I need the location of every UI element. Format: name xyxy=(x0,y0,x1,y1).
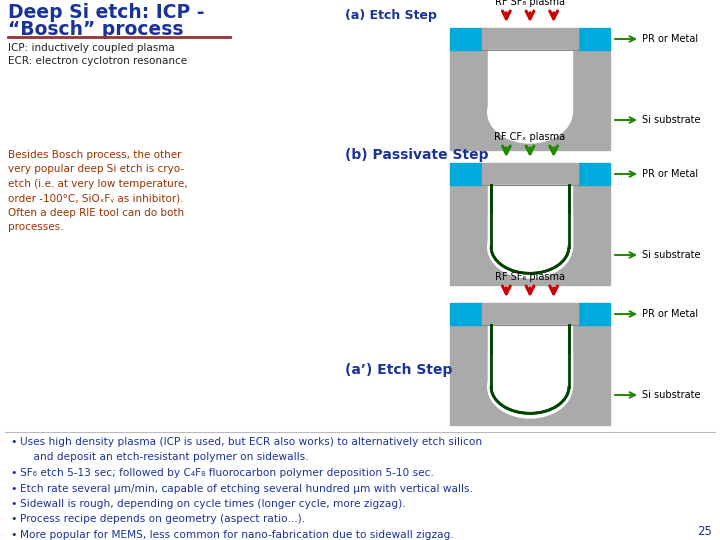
Text: 25: 25 xyxy=(697,525,712,538)
Bar xyxy=(487,214,572,247)
Text: RF SF₆ plasma: RF SF₆ plasma xyxy=(495,272,565,282)
Bar xyxy=(578,163,610,185)
Text: (a) Etch Step: (a) Etch Step xyxy=(345,9,437,22)
Text: •: • xyxy=(10,530,17,540)
Bar xyxy=(482,163,578,185)
Text: ECR: electron cyclotron resonance: ECR: electron cyclotron resonance xyxy=(8,56,187,66)
Text: Si substrate: Si substrate xyxy=(642,390,701,400)
Text: PR or Metal: PR or Metal xyxy=(642,169,698,179)
Text: Uses high density plasma (ICP is used, but ECR also works) to alternatively etch: Uses high density plasma (ICP is used, b… xyxy=(20,437,482,447)
Bar xyxy=(487,50,572,112)
Bar xyxy=(487,185,572,247)
Bar xyxy=(487,325,572,387)
Text: and deposit an etch-resistant polymer on sidewalls.: and deposit an etch-resistant polymer on… xyxy=(20,453,308,462)
Ellipse shape xyxy=(487,216,572,278)
Bar xyxy=(450,185,610,285)
Text: “Bosch” process: “Bosch” process xyxy=(8,20,184,39)
Text: More popular for MEMS, less common for nano-fabrication due to sidewall zigzag.: More popular for MEMS, less common for n… xyxy=(20,530,454,540)
Text: Etch rate several μm/min, capable of etching several hundred μm with vertical wa: Etch rate several μm/min, capable of etc… xyxy=(20,483,473,494)
Bar xyxy=(487,354,572,387)
Text: RF CFₓ plasma: RF CFₓ plasma xyxy=(495,132,566,142)
Ellipse shape xyxy=(487,356,572,418)
Text: •: • xyxy=(10,515,17,524)
Text: •: • xyxy=(10,499,17,509)
Text: Si substrate: Si substrate xyxy=(642,115,701,125)
Text: PR or Metal: PR or Metal xyxy=(642,34,698,44)
Bar xyxy=(482,303,578,325)
Text: Besides Bosch process, the other
very popular deep Si etch is cryo-
etch (i.e. a: Besides Bosch process, the other very po… xyxy=(8,150,188,232)
Text: (b) Passivate Step: (b) Passivate Step xyxy=(345,148,488,162)
Bar xyxy=(450,163,482,185)
Text: (a’) Etch Step: (a’) Etch Step xyxy=(345,363,452,377)
Bar xyxy=(450,28,482,50)
Text: PR or Metal: PR or Metal xyxy=(642,309,698,319)
Bar xyxy=(450,325,610,425)
Text: SF₆ etch 5-13 sec; followed by C₄F₈ fluorocarbon polymer deposition 5-10 sec.: SF₆ etch 5-13 sec; followed by C₄F₈ fluo… xyxy=(20,468,434,478)
Bar xyxy=(482,28,578,50)
Text: Si substrate: Si substrate xyxy=(642,250,701,260)
Text: •: • xyxy=(10,468,17,478)
Bar xyxy=(450,303,482,325)
Text: Sidewall is rough, depending on cycle times (longer cycle, more zigzag).: Sidewall is rough, depending on cycle ti… xyxy=(20,499,405,509)
Text: RF SF₈ plasma: RF SF₈ plasma xyxy=(495,0,565,7)
Text: Deep Si etch: ICP -: Deep Si etch: ICP - xyxy=(8,3,204,22)
Text: Process recipe depends on geometry (aspect ratio...).: Process recipe depends on geometry (aspe… xyxy=(20,515,305,524)
Ellipse shape xyxy=(487,81,572,143)
Bar xyxy=(450,50,610,150)
Text: •: • xyxy=(10,437,17,447)
Bar xyxy=(578,28,610,50)
Text: ICP: inductively coupled plasma: ICP: inductively coupled plasma xyxy=(8,43,175,53)
Text: •: • xyxy=(10,483,17,494)
Bar xyxy=(578,303,610,325)
